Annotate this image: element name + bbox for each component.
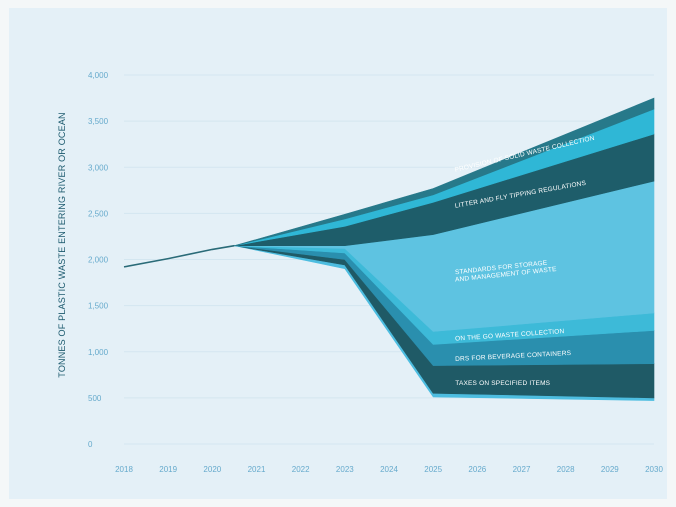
y-tick-label: 1,000 bbox=[88, 348, 109, 357]
x-tick-label: 2019 bbox=[159, 465, 177, 474]
x-tick-label: 2028 bbox=[557, 465, 575, 474]
x-tick-label: 2024 bbox=[380, 465, 398, 474]
y-tick-label: 3,000 bbox=[88, 163, 109, 172]
y-axis-ticks: 0 500 1,000 1,500 2,000 2,500 3,000 3,500 4,000 bbox=[88, 71, 109, 449]
stacked-area-chart: 05001,0001,5002,0002,5003,0003,5004,000 … bbox=[57, 71, 663, 474]
y-tick-label: 2,500 bbox=[88, 209, 109, 218]
y-tick-label: 4,000 bbox=[88, 71, 109, 80]
trend-line bbox=[123, 244, 235, 268]
y-tick-label: 3,500 bbox=[88, 117, 109, 126]
y-tick-label: 500 bbox=[88, 394, 102, 403]
x-tick-label: 2030 bbox=[645, 465, 663, 474]
x-tick-label: 2025 bbox=[424, 465, 442, 474]
x-tick-label: 2026 bbox=[468, 465, 486, 474]
areas bbox=[123, 97, 655, 401]
band-top bbox=[234, 97, 655, 246]
y-tick-label: 1,500 bbox=[88, 302, 109, 311]
y-axis-label: TONNES OF PLASTIC WASTE ENTERING RIVER O… bbox=[57, 112, 67, 377]
x-tick-label: 2020 bbox=[203, 465, 221, 474]
y-tick-label: 2,000 bbox=[88, 256, 109, 265]
x-axis-ticks: 2018 2019 2020 2021 2022 2023 2024 2025 2026 2027… bbox=[115, 465, 663, 474]
x-tick-label: 2029 bbox=[601, 465, 619, 474]
x-tick-label: 2023 bbox=[336, 465, 354, 474]
x-tick-label: 2021 bbox=[248, 465, 266, 474]
band-label: TAXES ON SPECIFIED ITEMS bbox=[455, 380, 550, 387]
x-tick-label: 2022 bbox=[292, 465, 310, 474]
x-tick-label: 2018 bbox=[115, 465, 133, 474]
x-tick-label: 2027 bbox=[513, 465, 531, 474]
y-tick-label: 0 bbox=[88, 440, 93, 449]
chart-frame: 0 500 1,000 1,500 2,000 2,500 3,000 3,500 4,000 … bbox=[9, 8, 667, 499]
